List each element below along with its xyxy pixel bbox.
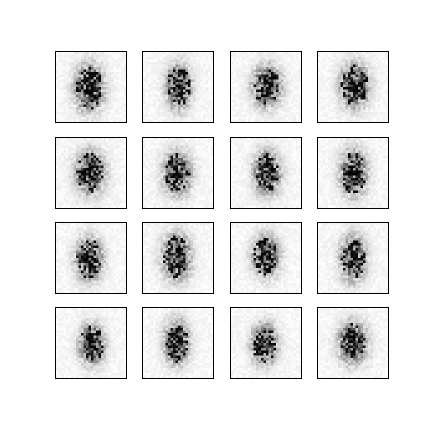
sample-image-3 — [231, 52, 301, 122]
sample-image-11 — [231, 223, 301, 293]
sample-image-8 — [318, 138, 388, 208]
generated-sample-3 — [230, 51, 302, 123]
generated-sample-9 — [55, 222, 127, 294]
sample-image-12 — [318, 223, 388, 293]
generated-sample-12 — [317, 222, 389, 294]
sample-image-7 — [231, 138, 301, 208]
sample-image-9 — [56, 223, 126, 293]
sample-image-16 — [318, 308, 388, 378]
sample-image-5 — [56, 138, 126, 208]
generated-sample-11 — [230, 222, 302, 294]
generated-sample-4 — [317, 51, 389, 123]
sample-image-2 — [143, 52, 213, 122]
generated-sample-10 — [142, 222, 214, 294]
generated-sample-1 — [55, 51, 127, 123]
generated-sample-16 — [317, 307, 389, 379]
sample-image-14 — [143, 308, 213, 378]
generated-sample-8 — [317, 137, 389, 209]
sample-image-6 — [143, 138, 213, 208]
sample-image-1 — [56, 52, 126, 122]
sample-image-4 — [318, 52, 388, 122]
generated-sample-13 — [55, 307, 127, 379]
sample-image-13 — [56, 308, 126, 378]
generated-sample-6 — [142, 137, 214, 209]
generated-sample-15 — [230, 307, 302, 379]
generated-sample-14 — [142, 307, 214, 379]
generated-sample-2 — [142, 51, 214, 123]
generated-sample-5 — [55, 137, 127, 209]
sample-image-10 — [143, 223, 213, 293]
sample-image-15 — [231, 308, 301, 378]
generated-sample-7 — [230, 137, 302, 209]
